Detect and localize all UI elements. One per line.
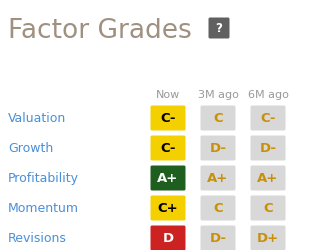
FancyBboxPatch shape xyxy=(201,166,236,191)
Text: D: D xyxy=(162,232,174,244)
Text: C-: C- xyxy=(260,112,276,125)
Text: C-: C- xyxy=(160,112,176,125)
Text: C: C xyxy=(213,202,223,215)
Text: Now: Now xyxy=(156,90,180,100)
Text: 6M ago: 6M ago xyxy=(248,90,288,100)
Text: A+: A+ xyxy=(207,172,229,185)
FancyBboxPatch shape xyxy=(250,196,286,220)
FancyBboxPatch shape xyxy=(150,106,185,131)
Text: C: C xyxy=(213,112,223,125)
Text: D-: D- xyxy=(210,142,227,155)
Text: C-: C- xyxy=(160,142,176,155)
FancyBboxPatch shape xyxy=(250,166,286,191)
FancyBboxPatch shape xyxy=(201,226,236,250)
Text: D-: D- xyxy=(210,232,227,244)
FancyBboxPatch shape xyxy=(150,196,185,220)
FancyBboxPatch shape xyxy=(201,106,236,131)
Text: D-: D- xyxy=(259,142,277,155)
Text: Revisions: Revisions xyxy=(8,232,67,244)
Text: Growth: Growth xyxy=(8,142,53,155)
FancyBboxPatch shape xyxy=(201,136,236,161)
Text: 3M ago: 3M ago xyxy=(197,90,238,100)
FancyBboxPatch shape xyxy=(250,226,286,250)
Text: C+: C+ xyxy=(158,202,178,215)
Text: Profitability: Profitability xyxy=(8,172,79,185)
FancyBboxPatch shape xyxy=(150,136,185,161)
Text: ?: ? xyxy=(215,22,223,35)
Text: Momentum: Momentum xyxy=(8,202,79,215)
Text: A+: A+ xyxy=(257,172,279,185)
FancyBboxPatch shape xyxy=(209,18,229,39)
FancyBboxPatch shape xyxy=(250,106,286,131)
Text: Valuation: Valuation xyxy=(8,112,66,125)
Text: Factor Grades: Factor Grades xyxy=(8,18,192,44)
Text: D+: D+ xyxy=(257,232,279,244)
Text: A+: A+ xyxy=(157,172,179,185)
FancyBboxPatch shape xyxy=(250,136,286,161)
FancyBboxPatch shape xyxy=(150,226,185,250)
FancyBboxPatch shape xyxy=(201,196,236,220)
Text: C: C xyxy=(263,202,273,215)
FancyBboxPatch shape xyxy=(150,166,185,191)
